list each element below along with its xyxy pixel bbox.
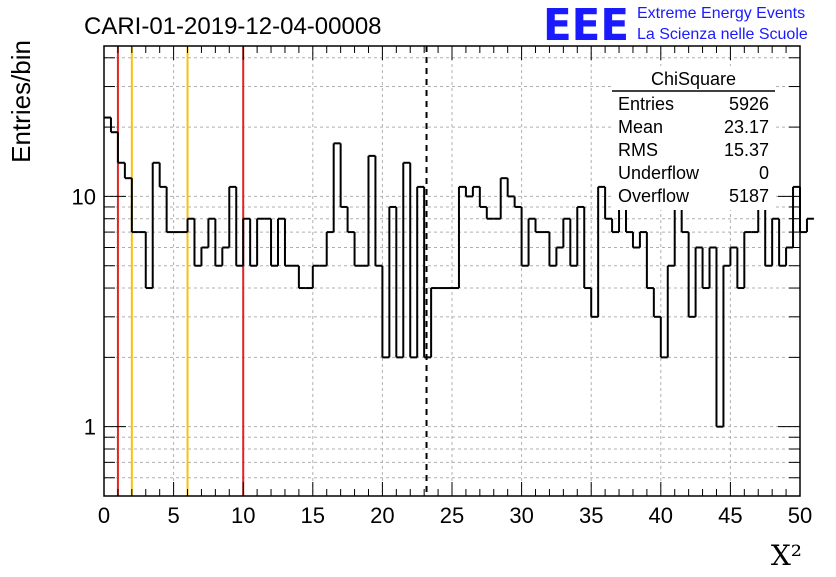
stats-row-value: 15.37 [724, 140, 769, 160]
x-tick-label: 20 [370, 503, 394, 528]
x-tick-label: 45 [718, 503, 742, 528]
y-tick-label: 1 [84, 415, 96, 440]
x-tick-label: 35 [579, 503, 603, 528]
stats-row-label: Underflow [618, 163, 700, 183]
axis-layer: 0 5 10 15 20 25 30 35 40 45 50 1 10 [72, 46, 812, 528]
chart-title: CARI-01-2019-12-04-00008 [84, 13, 382, 40]
stats-row-label: RMS [618, 140, 658, 160]
grid-layer [104, 46, 800, 497]
x-tick-label: 10 [231, 503, 255, 528]
stats-box-background [612, 66, 775, 210]
y-tick-label: 10 [72, 184, 96, 209]
x-axis-label: X² [771, 539, 802, 572]
logo-mark: EEE [543, 0, 629, 51]
x-tick-label: 30 [509, 503, 533, 528]
stats-row-value: 5187 [729, 186, 769, 206]
stats-row-value: 0 [759, 163, 769, 183]
logo-line-2: La Scienza nelle Scuole [637, 26, 808, 43]
y-axis-label: Entries/bin [6, 40, 36, 163]
eee-logo: EEE Extreme Energy Events La Scienza nel… [543, 0, 808, 51]
reference-lines [116, 46, 428, 496]
x-tick-label: 40 [649, 503, 673, 528]
logo-line-1: Extreme Energy Events [637, 5, 805, 22]
x-tick-label: 15 [301, 503, 325, 528]
stats-row-label: Overflow [618, 186, 690, 206]
stats-row-value: 5926 [729, 94, 769, 114]
stats-row-value: 23.17 [724, 117, 769, 137]
x-tick-label: 0 [98, 503, 110, 528]
stats-box: ChiSquare Entries 5926 Mean 23.17 RMS 15.37 Und… [612, 66, 775, 210]
x-tick-label: 5 [167, 503, 179, 528]
stats-row-label: Mean [618, 117, 663, 137]
stats-title: ChiSquare [651, 69, 736, 89]
x-tick-label: 50 [788, 503, 812, 528]
stats-row-label: Entries [618, 94, 674, 114]
x-tick-label: 25 [440, 503, 464, 528]
